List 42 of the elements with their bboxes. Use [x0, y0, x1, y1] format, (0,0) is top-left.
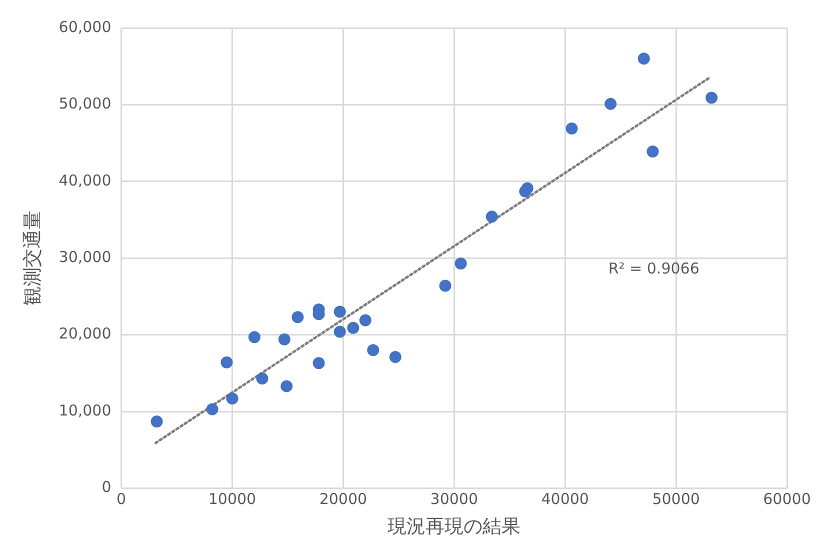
x-axis-title: 現況再現の結果	[388, 516, 521, 538]
y-tick-label: 0	[102, 478, 112, 496]
point	[280, 380, 293, 392]
point	[312, 357, 325, 370]
y-tick-label: 20,000	[58, 324, 112, 343]
point	[278, 333, 290, 346]
point	[566, 122, 578, 134]
x-tick-label: 0	[116, 490, 126, 508]
point	[334, 306, 346, 318]
point	[256, 372, 268, 385]
point	[347, 322, 360, 334]
x-tick-label: 30000	[430, 490, 478, 508]
point	[206, 403, 218, 416]
point	[248, 331, 260, 344]
point	[486, 210, 498, 223]
point	[604, 98, 617, 110]
y-axis-title: 観測交通量	[21, 210, 44, 306]
y-tick-label: 60,000	[58, 18, 112, 36]
point	[439, 280, 452, 292]
x-tick-label: 20000	[319, 490, 368, 508]
annotation: R² = 0.9066	[608, 259, 700, 278]
x-tick-label: 60000	[763, 490, 811, 508]
point	[220, 356, 233, 368]
point	[226, 392, 238, 404]
point	[638, 52, 650, 65]
point	[646, 145, 659, 158]
point	[359, 314, 372, 326]
point	[706, 92, 718, 104]
y-tick-label: 30,000	[58, 248, 112, 266]
point	[292, 311, 304, 324]
y-tick-label: 40,000	[58, 171, 112, 190]
point	[367, 344, 380, 356]
point	[521, 182, 534, 194]
point	[454, 257, 467, 270]
y-tick-label: 50,000	[58, 94, 112, 113]
point	[389, 351, 402, 364]
y-tick-label: 10,000	[58, 401, 112, 420]
point	[334, 326, 346, 338]
x-tick-label: 10000	[208, 490, 256, 508]
x-tick-label: 40000	[541, 490, 589, 508]
x-tick-label: 50000	[652, 490, 700, 508]
point	[150, 415, 163, 428]
